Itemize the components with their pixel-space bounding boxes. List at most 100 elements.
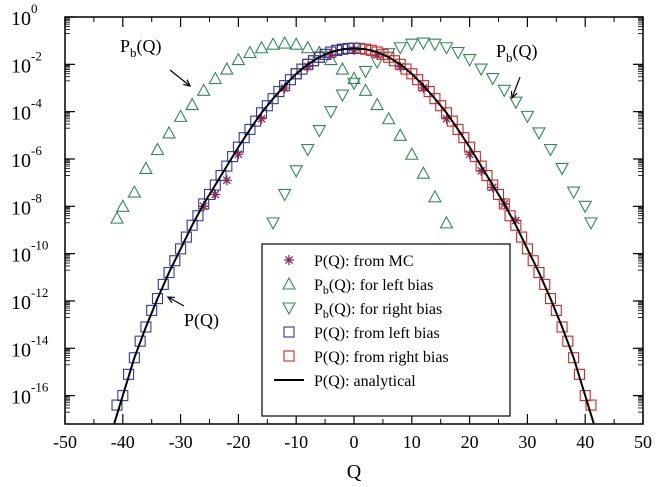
data-point <box>585 399 597 411</box>
data-point <box>388 55 401 67</box>
data-point <box>435 100 447 112</box>
data-point <box>469 151 481 163</box>
x-tick-label: 10 <box>403 432 421 452</box>
data-point <box>173 109 188 122</box>
data-point <box>381 111 396 125</box>
y-tick-label: 10 -14 <box>11 332 49 361</box>
annotation-rest: (Q) <box>513 41 538 62</box>
data-point <box>510 215 521 226</box>
data-point <box>381 48 396 61</box>
y-tick-label: 10 -16 <box>11 380 49 409</box>
y-tick-base: 10 <box>11 150 31 172</box>
data-point <box>300 143 315 157</box>
legend-entry: Pb(Q): for right bias <box>282 301 442 321</box>
data-point <box>532 127 546 141</box>
legend-box <box>261 243 511 417</box>
legend-entry: P(Q): from right bias <box>283 349 449 366</box>
annotation-arrow <box>167 296 185 307</box>
data-point <box>427 189 442 203</box>
y-tick-label: 10 -10 <box>11 238 48 267</box>
legend-label: Pb(Q): for right bias <box>314 301 442 321</box>
data-point <box>185 97 200 111</box>
series-2 <box>266 37 598 231</box>
x-tick-label: 40 <box>576 432 594 452</box>
data-point <box>508 96 523 110</box>
y-tick-label: 10 -6 <box>11 143 42 172</box>
data-point <box>441 113 452 124</box>
annotation-arrow <box>511 76 521 99</box>
data-point <box>451 46 465 60</box>
data-point <box>544 293 557 305</box>
data-point <box>312 125 327 138</box>
annotation-rest: (Q) <box>194 310 219 331</box>
data-point <box>289 165 304 178</box>
data-point <box>302 61 313 72</box>
data-point <box>231 52 246 66</box>
data-point <box>516 231 528 243</box>
data-point <box>219 61 234 75</box>
x-tick-labels: -50 -40 -30 -20 -10 0 10 20 30 40 50 <box>53 432 652 452</box>
data-point <box>584 217 598 231</box>
data-point <box>110 210 124 224</box>
data-point <box>429 93 441 105</box>
data-point <box>323 106 338 119</box>
data-point <box>134 335 146 347</box>
data-point <box>307 55 320 67</box>
y-tick-exponent: -10 <box>31 238 48 253</box>
data-point <box>244 123 256 135</box>
data-point <box>358 65 373 79</box>
data-point <box>404 38 419 52</box>
data-point <box>504 210 516 222</box>
data-point <box>370 97 385 111</box>
data-point <box>266 217 281 231</box>
series-line <box>113 47 595 424</box>
data-point <box>325 49 336 60</box>
annotation-label: Pb(Q) <box>120 36 192 87</box>
data-point <box>439 42 454 55</box>
data-point <box>238 132 250 144</box>
annotation-text: Pb(Q) <box>120 36 162 60</box>
data-point <box>127 184 142 198</box>
data-point <box>279 82 290 93</box>
series-layer <box>110 35 598 424</box>
legend-entry: P(Q): analytical <box>274 373 416 390</box>
data-point <box>533 267 545 279</box>
annotation-sub: b <box>130 45 137 60</box>
data-point <box>404 147 419 160</box>
data-point <box>175 243 187 255</box>
data-point <box>358 83 373 96</box>
data-point <box>481 169 493 182</box>
data-point <box>151 293 164 305</box>
data-point <box>555 162 570 176</box>
data-point <box>221 160 233 172</box>
data-point <box>210 189 221 200</box>
data-point <box>313 51 325 63</box>
arrow-head-icon <box>183 79 192 87</box>
data-point <box>256 113 267 124</box>
plot-area <box>110 35 598 424</box>
data-point <box>476 165 487 176</box>
y-tick-label: 10 0 <box>11 1 38 30</box>
data-point <box>406 68 418 80</box>
data-point <box>427 38 442 52</box>
data-point <box>111 399 123 411</box>
annotation-text: Pb(Q) <box>496 41 538 65</box>
data-point <box>180 231 192 243</box>
data-point <box>521 243 533 255</box>
data-point <box>254 40 269 54</box>
y-tick-base: 10 <box>11 197 31 219</box>
data-point <box>393 42 408 55</box>
data-point <box>439 215 454 229</box>
data-point <box>267 93 279 105</box>
data-point <box>162 125 176 139</box>
series-5 <box>113 47 595 424</box>
y-tick-exponent: -12 <box>31 285 48 300</box>
data-point <box>446 115 458 127</box>
data-point <box>568 352 580 364</box>
arrow-head-icon <box>510 90 518 100</box>
data-point <box>492 188 505 201</box>
legend-label: P(Q): from left bias <box>314 325 440 342</box>
y-tick-base: 10 <box>11 55 31 77</box>
data-point <box>192 210 204 222</box>
